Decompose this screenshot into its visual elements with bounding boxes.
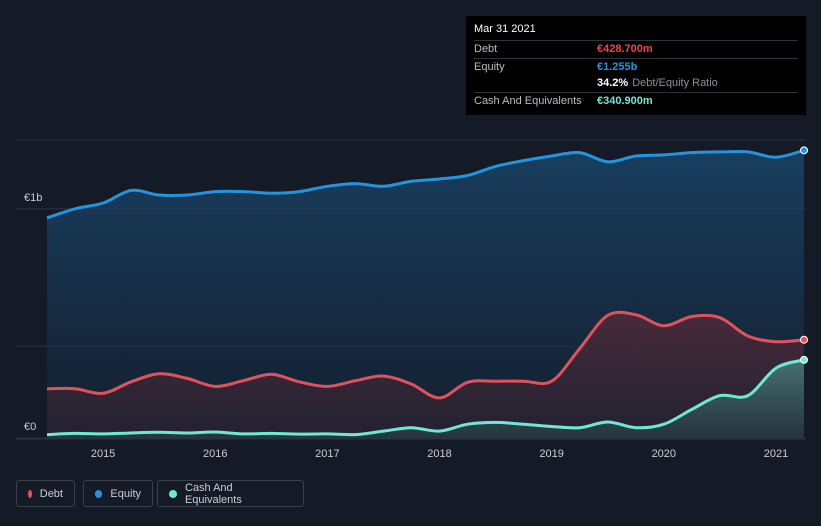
- series-endpoints: [800, 146, 808, 364]
- y-tick-label: €0: [24, 421, 36, 433]
- x-tick-label: 2019: [539, 448, 563, 460]
- x-tick-label: 2018: [427, 448, 451, 460]
- equity-endpoint: [800, 146, 808, 155]
- tooltip-row-ratio: 34.2% Debt/Equity Ratio: [474, 75, 798, 92]
- x-tick-label: 2015: [91, 448, 115, 460]
- tooltip-row-cash: Cash And Equivalents €340.900m: [474, 91, 798, 110]
- equity-line: [46, 148, 805, 220]
- tooltip-row-equity: Equity €1.255b: [474, 57, 798, 76]
- tooltip-value-cash: €340.900m: [597, 94, 653, 107]
- tooltip-label: Equity: [474, 60, 505, 73]
- cash-and-equivalents-line: [46, 358, 805, 437]
- x-tick-label: 2021: [764, 448, 788, 460]
- legend-item-equity[interactable]: Equity: [83, 480, 153, 507]
- debt-line: [46, 310, 805, 400]
- tooltip-panel: Mar 31 2021 Debt €428.700m Equity €1.255…: [466, 16, 806, 115]
- series-areas: [47, 150, 804, 439]
- tooltip-date: Mar 31 2021: [474, 23, 536, 35]
- legend-dot-debt: [28, 489, 32, 498]
- x-tick-label: 2020: [652, 448, 676, 460]
- tooltip-value-debt: €428.700m: [597, 43, 653, 56]
- y-tick-label: €1b: [24, 192, 42, 204]
- legend-dot-cash: [169, 489, 177, 498]
- x-tick-label: 2017: [315, 448, 339, 460]
- tooltip-label: Debt: [474, 43, 498, 56]
- legend-item-cash[interactable]: Cash And Equivalents: [157, 480, 304, 507]
- x-tick-label: 2016: [203, 448, 227, 460]
- tooltip-ratio-label: Debt/Equity Ratio: [632, 77, 718, 90]
- legend-label-debt: Debt: [39, 487, 63, 500]
- tooltip-value-ratio: 34.2%: [597, 77, 629, 90]
- legend-label-equity: Equity: [110, 487, 141, 500]
- tooltip-label: Cash And Equivalents: [474, 94, 582, 107]
- legend-label-cash: Cash And Equivalents: [184, 481, 242, 506]
- debt-endpoint: [800, 335, 808, 344]
- cash-and-equivalents-area: [47, 359, 804, 438]
- legend-dot-equity: [95, 489, 103, 498]
- cash-and-equivalents-endpoint: [800, 355, 808, 364]
- tooltip-row-debt: Debt €428.700m: [474, 40, 798, 58]
- legend-item-debt[interactable]: Debt: [16, 480, 75, 507]
- debt-area: [47, 312, 804, 438]
- series-lines: [46, 148, 805, 437]
- tooltip-value-equity: €1.255b: [597, 60, 638, 73]
- x-axis-labels: 2015 2016 2017 2018 2019 2020 2021: [91, 448, 788, 460]
- y-axis-labels: €1b €0: [24, 192, 42, 433]
